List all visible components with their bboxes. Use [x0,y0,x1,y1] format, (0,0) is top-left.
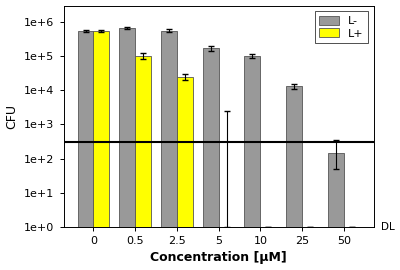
Bar [177,77,193,270]
Bar [119,28,135,270]
Bar [161,31,177,270]
Bar [286,86,302,270]
Bar [78,31,94,270]
X-axis label: Concentration [μM]: Concentration [μM] [150,251,287,264]
Bar [244,56,260,270]
Bar [302,227,318,270]
Bar [203,48,219,270]
Bar [94,31,109,270]
Bar [344,227,360,270]
Bar [328,153,344,270]
Bar [135,56,151,270]
Bar [260,227,276,270]
Bar [219,227,234,270]
Legend: L-, L+: L-, L+ [315,11,368,43]
Text: DL: DL [381,222,394,232]
Y-axis label: CFU: CFU [6,104,18,129]
